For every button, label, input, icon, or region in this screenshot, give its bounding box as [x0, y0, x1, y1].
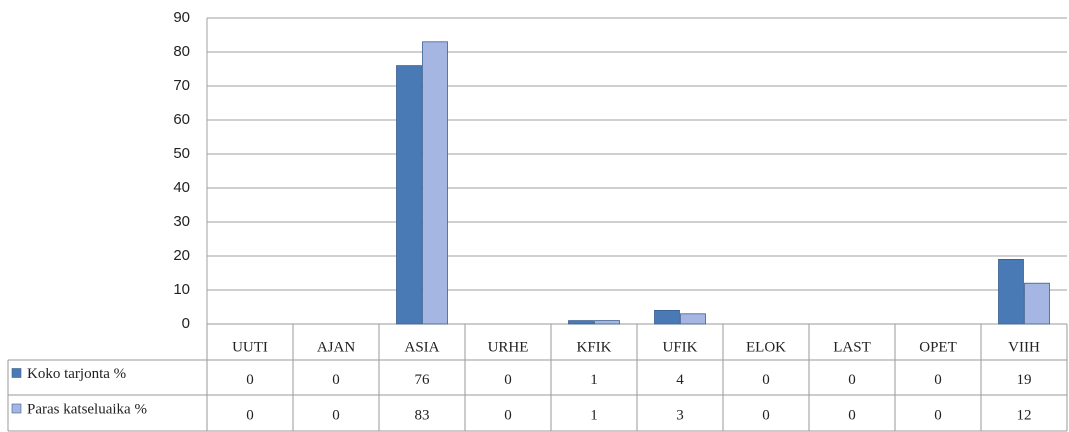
legend-swatch [11, 403, 22, 414]
bar [680, 313, 706, 325]
bar [1024, 282, 1050, 325]
bar [594, 320, 620, 325]
y-tick-label: 0 [182, 315, 190, 332]
x-tick-label: KFIK [576, 339, 611, 355]
x-tick-label: OPET [919, 339, 957, 355]
table-value: 83 [415, 407, 430, 423]
table-value: 1 [590, 407, 598, 423]
table-value: 0 [504, 407, 512, 423]
x-tick-label: AJAN [317, 339, 356, 355]
y-tick-label: 10 [173, 281, 190, 298]
table-value: 0 [762, 372, 770, 388]
table-value: 0 [246, 372, 254, 388]
legend-label: Koko tarjonta % [27, 366, 126, 382]
table-value: 1 [590, 372, 598, 388]
table-value: 0 [934, 372, 942, 388]
x-tick-label: VIIH [1008, 339, 1040, 355]
table-value: 0 [504, 372, 512, 388]
table-value: 0 [246, 407, 254, 423]
y-tick-label: 70 [173, 77, 190, 94]
x-tick-label: URHE [488, 339, 529, 355]
y-tick-label: 90 [173, 9, 190, 26]
table-value: 76 [415, 372, 431, 388]
table-value: 4 [676, 372, 684, 388]
x-tick-label: ASIA [404, 339, 439, 355]
x-tick-label: UFIK [662, 339, 697, 355]
x-tick-label: LAST [833, 339, 871, 355]
table-value: 3 [676, 407, 684, 423]
bar [396, 65, 422, 325]
table-value: 0 [332, 407, 340, 423]
x-tick-label: UUTI [232, 339, 268, 355]
bar [998, 258, 1024, 325]
y-tick-label: 20 [173, 247, 190, 264]
y-tick-label: 50 [173, 145, 190, 162]
table-value: 12 [1017, 407, 1032, 423]
table-value: 0 [332, 372, 340, 388]
table-value: 0 [848, 372, 856, 388]
y-tick-label: 60 [173, 111, 190, 128]
bar [422, 41, 448, 325]
table-value: 0 [934, 407, 942, 423]
table-value: 19 [1017, 372, 1032, 388]
legend-label: Paras katseluaika % [27, 401, 147, 417]
table-value: 0 [848, 407, 856, 423]
bar [654, 309, 680, 325]
y-tick-label: 80 [173, 43, 190, 60]
y-tick-label: 40 [173, 179, 190, 196]
table-value: 0 [762, 407, 770, 423]
x-tick-label: ELOK [746, 339, 786, 355]
y-tick-label: 30 [173, 213, 190, 230]
legend-swatch [11, 368, 22, 378]
bar [568, 320, 594, 325]
